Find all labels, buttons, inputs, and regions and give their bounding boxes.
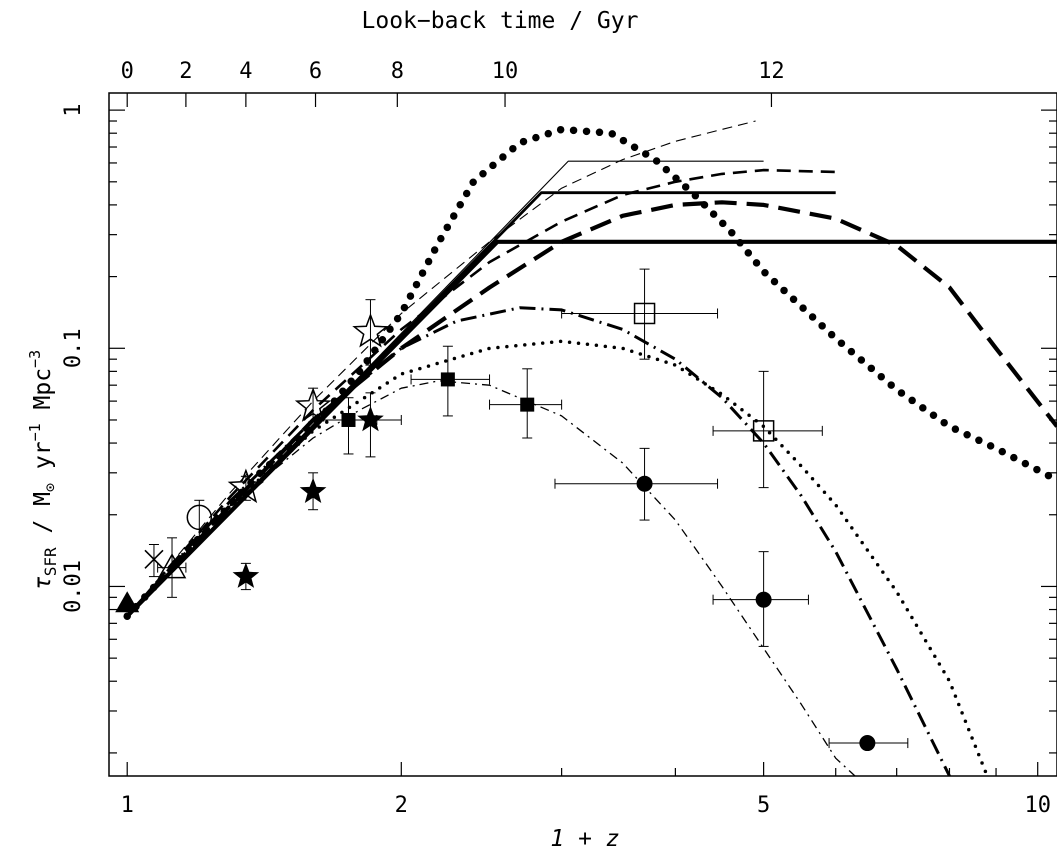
x-tick-label: 5 xyxy=(757,793,770,818)
x-axis-label: 1 + z xyxy=(550,826,619,852)
y-label-subscript: SFR xyxy=(41,547,60,576)
data-point-filled-star xyxy=(357,406,384,432)
curve-thin-dash xyxy=(126,120,756,617)
model-curves xyxy=(123,120,1057,776)
y-tick-label: 1 xyxy=(61,103,86,116)
axis-ticks xyxy=(109,109,1057,776)
y-label-symbol: τ xyxy=(30,576,56,590)
curve-medium-dash xyxy=(126,168,836,618)
data-point-open-triangle xyxy=(157,553,187,579)
data-point-filled-square xyxy=(520,397,535,412)
top-tick-label: 2 xyxy=(179,59,192,84)
top-tick-label: 4 xyxy=(239,59,252,84)
curve-big-dot xyxy=(123,125,1057,620)
data-point-filled-square xyxy=(341,412,356,427)
data-point-filled-circle xyxy=(636,475,653,492)
x-tick-label: 2 xyxy=(395,793,408,818)
x-tick-label: 1 xyxy=(121,793,134,818)
data-point-open-square xyxy=(752,420,775,442)
curve-thin-dash-dot xyxy=(126,380,856,776)
data-point-open-star xyxy=(352,312,389,348)
data-point-filled-circle xyxy=(859,735,876,752)
y-label-units: / M xyxy=(30,492,56,547)
data-point-filled-square xyxy=(440,372,455,387)
curve-thick-dash xyxy=(125,200,1057,618)
y-label-yr-exp: −1 xyxy=(26,423,44,441)
data-points xyxy=(115,268,909,752)
y-tick-labels: 0.01 0.1 1 xyxy=(61,103,86,612)
data-point-filled-triangle xyxy=(115,591,140,613)
data-point-filled-circle xyxy=(755,591,772,608)
plot-frame xyxy=(108,92,1057,777)
data-point-open-star xyxy=(294,387,332,422)
y-label-mpc: Mpc xyxy=(30,368,56,423)
x-tick-label: 10 xyxy=(1024,793,1051,818)
data-point-open-square xyxy=(633,302,656,325)
top-tick-label: 8 xyxy=(391,59,404,84)
x-tick-labels: 1 2 5 10 xyxy=(121,793,1051,818)
y-label-sun-symbol: ⊙ xyxy=(41,483,59,492)
y-tick-label: 0.1 xyxy=(61,328,86,368)
top-axis-ticks: 0 2 4 6 8 10 12 xyxy=(121,59,785,107)
y-label-yr: yr xyxy=(30,441,56,483)
top-tick-label: 6 xyxy=(309,59,322,84)
data-point-cross xyxy=(144,549,164,569)
data-point-open-circle xyxy=(186,504,213,531)
top-axis-label: Look−back time / Gyr xyxy=(362,8,639,34)
data-point-filled-star xyxy=(299,477,327,503)
data-point-open-star xyxy=(227,468,265,504)
top-tick-label: 0 xyxy=(121,59,134,84)
curve-solid-thick xyxy=(125,239,1057,618)
y-tick-label: 0.01 xyxy=(61,560,86,613)
top-tick-label: 10 xyxy=(492,59,519,84)
curve-dash-dot xyxy=(126,306,951,776)
y-label-mpc-exp: −3 xyxy=(26,350,44,368)
curve-solid-thin xyxy=(126,160,764,617)
top-tick-label: 12 xyxy=(758,59,785,84)
data-point-filled-star xyxy=(232,562,260,588)
y-axis-label: τSFR / M⊙ yr−1 Mpc−3 xyxy=(26,350,60,590)
cross-stroke xyxy=(144,549,164,569)
curve-dotted xyxy=(125,339,989,776)
